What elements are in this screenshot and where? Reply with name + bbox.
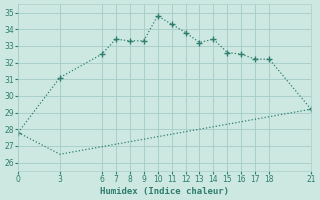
X-axis label: Humidex (Indice chaleur): Humidex (Indice chaleur) xyxy=(100,187,229,196)
